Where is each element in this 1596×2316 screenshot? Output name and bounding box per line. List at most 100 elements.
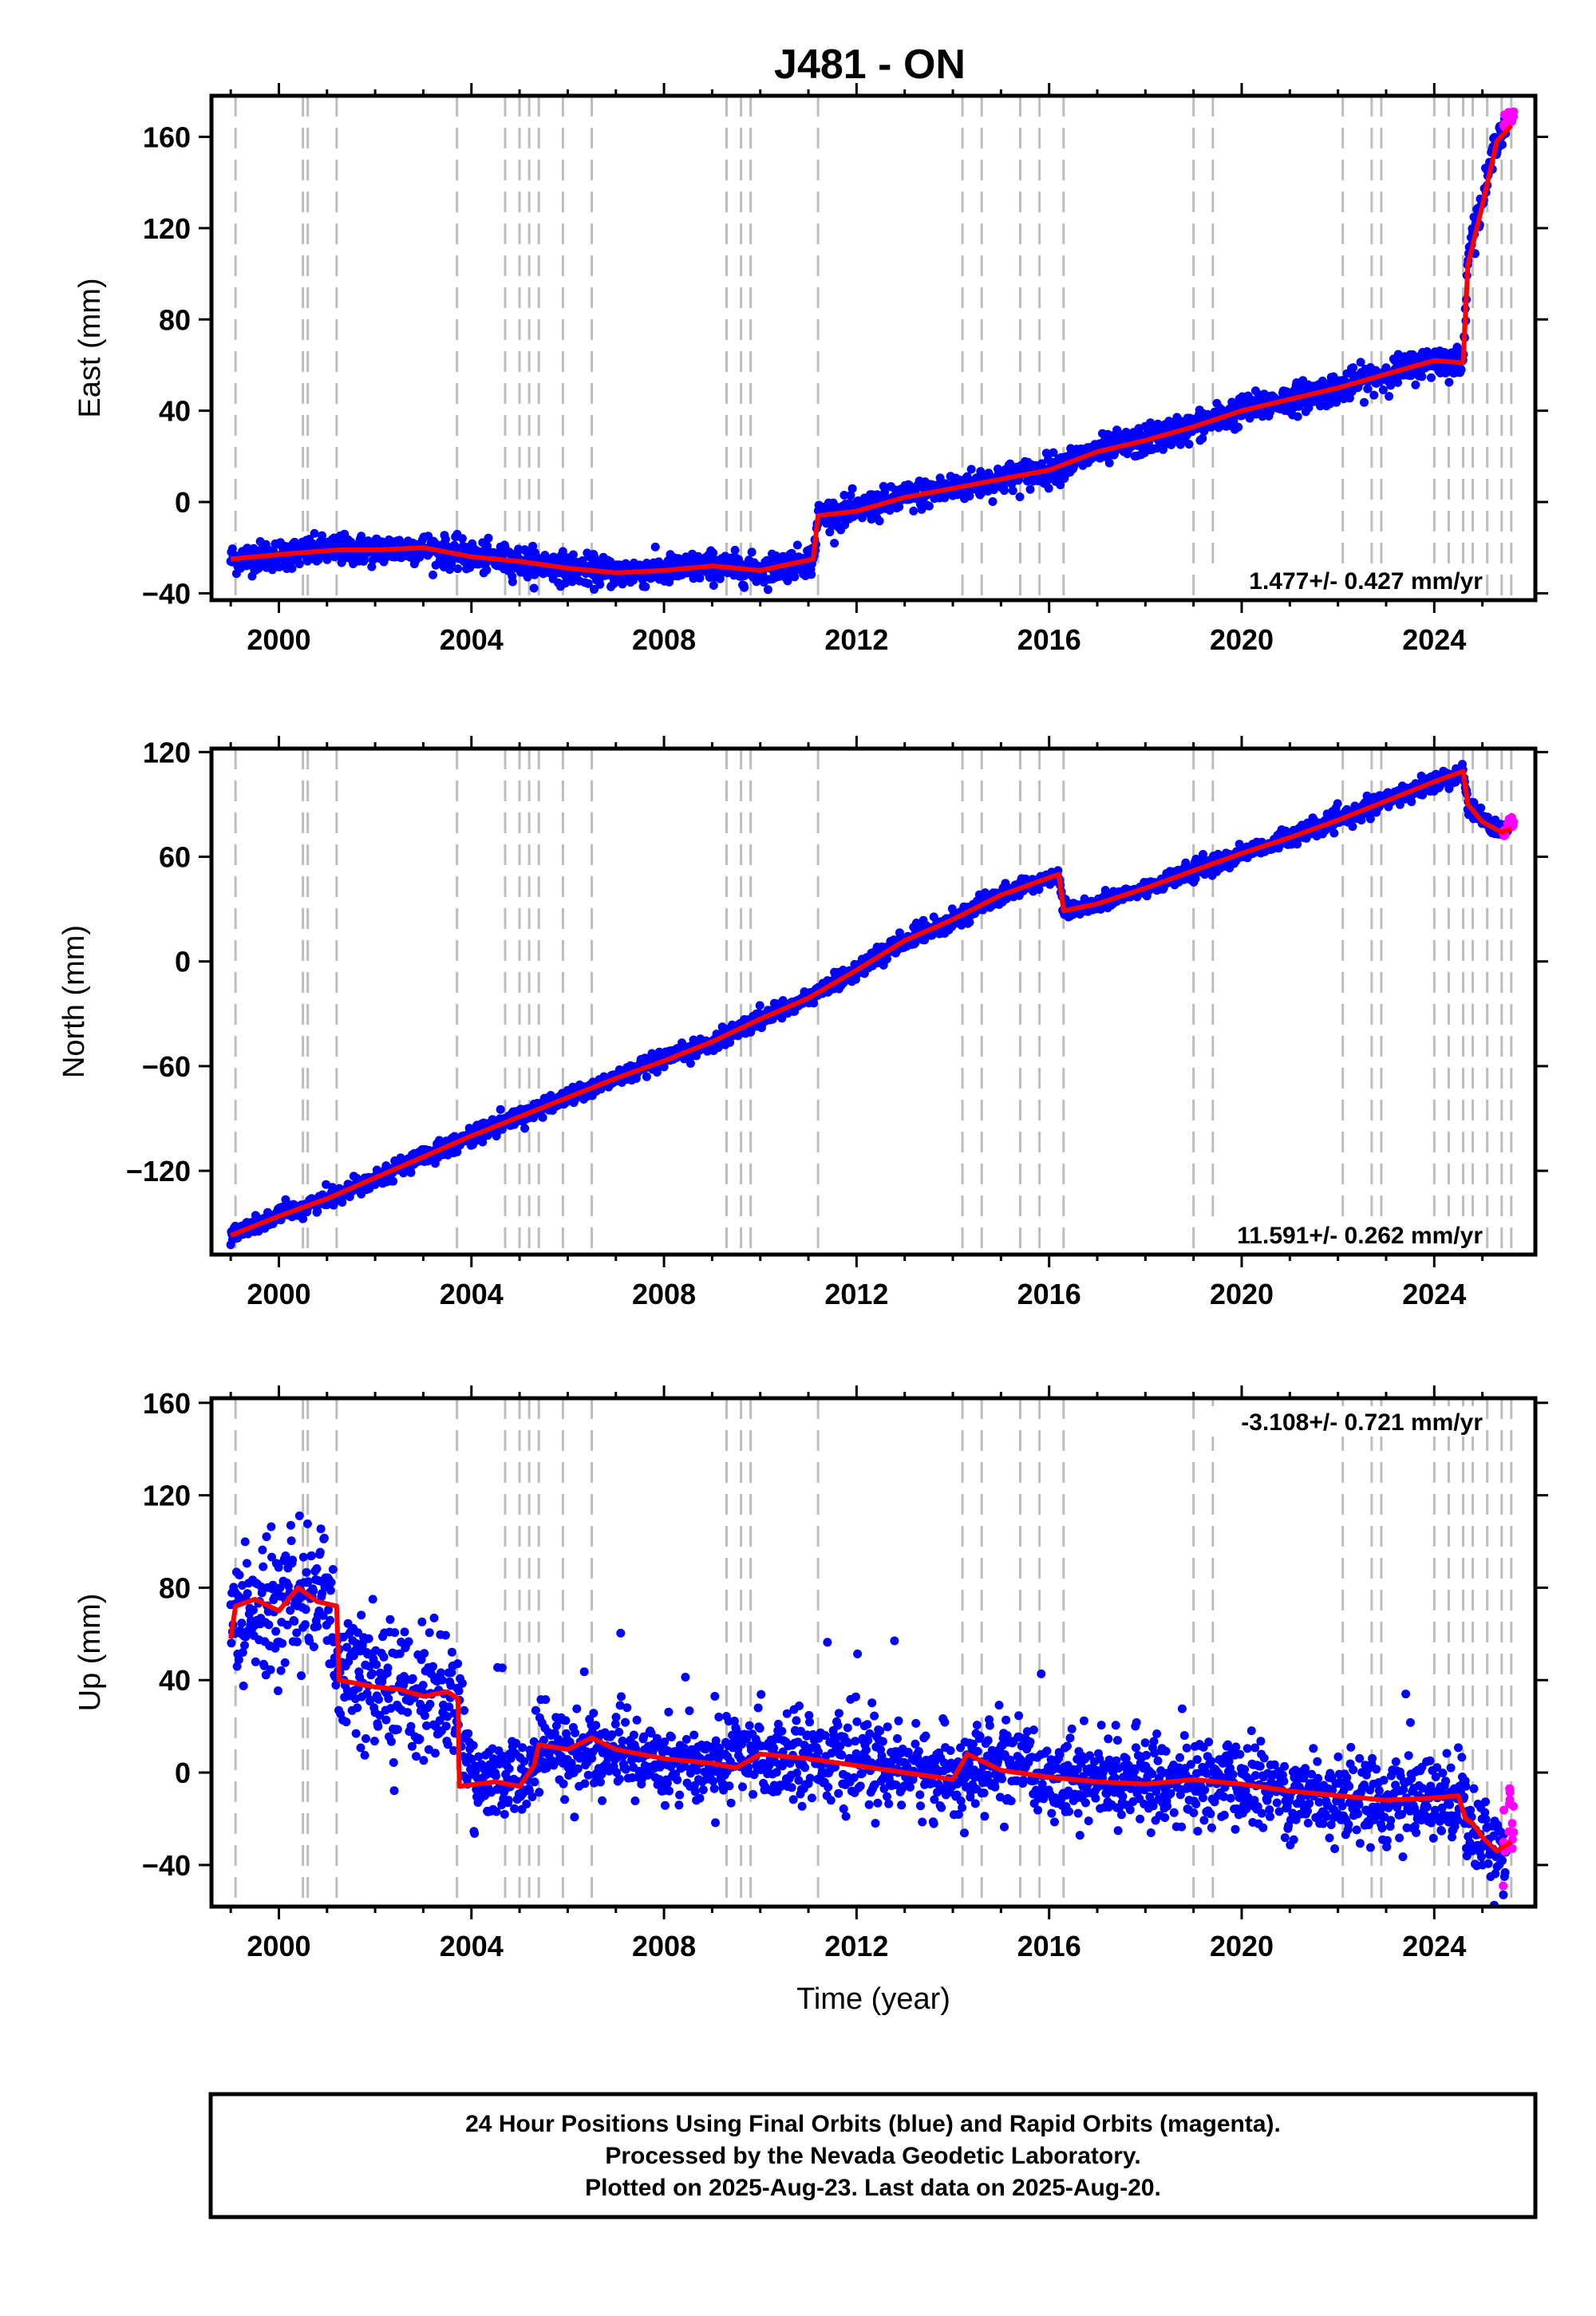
final-orbit-point xyxy=(1363,384,1373,393)
final-orbit-point xyxy=(384,1694,393,1703)
final-orbit-point xyxy=(755,1001,764,1010)
x-tick-label: 2004 xyxy=(440,623,504,656)
final-orbit-point xyxy=(895,502,904,512)
final-orbit-point xyxy=(1378,385,1388,394)
final-orbit-point xyxy=(235,1571,244,1579)
final-orbit-point xyxy=(1348,822,1357,832)
final-orbit-point xyxy=(316,1524,326,1534)
final-orbit-point xyxy=(1381,363,1391,373)
model-line xyxy=(230,124,1514,575)
final-orbit-point xyxy=(685,1059,695,1068)
y-tick-label: −60 xyxy=(142,1050,191,1083)
final-orbit-point xyxy=(292,1637,302,1646)
final-orbit-points xyxy=(226,114,1511,595)
final-orbit-point xyxy=(258,1545,267,1555)
final-orbit-point xyxy=(966,464,976,474)
final-orbit-point xyxy=(271,1626,281,1636)
final-orbit-point xyxy=(457,534,467,543)
final-orbit-point xyxy=(302,1567,311,1577)
final-orbit-point xyxy=(1044,484,1053,493)
final-orbit-point xyxy=(1345,393,1354,403)
final-orbit-points xyxy=(226,760,1513,1250)
final-orbit-point xyxy=(695,573,705,583)
final-orbit-point xyxy=(538,1113,547,1122)
final-orbit-point xyxy=(529,583,539,593)
final-orbit-point xyxy=(846,491,855,500)
final-orbit-point xyxy=(1167,440,1176,449)
final-orbit-point xyxy=(807,570,816,579)
rate-label-bg xyxy=(1197,565,1484,595)
final-orbit-point xyxy=(1049,448,1058,457)
plot-area xyxy=(226,749,1519,1255)
final-orbit-point xyxy=(453,564,463,574)
final-orbit-point xyxy=(909,506,918,516)
final-orbit-point xyxy=(353,1703,362,1713)
final-orbit-point xyxy=(237,1618,247,1628)
final-orbit-point xyxy=(650,542,660,551)
final-orbit-point xyxy=(1456,365,1466,374)
final-orbit-point xyxy=(1427,373,1436,382)
final-orbit-point xyxy=(482,565,492,575)
final-orbit-point xyxy=(1008,486,1017,496)
final-orbit-point xyxy=(590,585,598,594)
final-orbit-point xyxy=(830,539,839,548)
y-tick-label: −40 xyxy=(142,577,191,610)
plot-area xyxy=(226,1398,1519,1907)
final-orbit-point xyxy=(747,547,757,557)
y-tick-label: 120 xyxy=(143,736,191,769)
final-orbit-point xyxy=(379,1652,389,1662)
final-orbit-point xyxy=(373,1721,383,1731)
final-orbit-point xyxy=(286,1536,296,1546)
final-orbit-point xyxy=(568,550,578,559)
y-tick-label: 80 xyxy=(159,303,191,336)
final-orbit-point xyxy=(1329,828,1339,838)
final-orbit-point xyxy=(326,1586,335,1595)
final-orbit-point xyxy=(1360,397,1369,407)
final-orbit-point xyxy=(847,484,857,493)
up-panel: 2000 2004 2008 2012 2016 2020 2024−40040801201… xyxy=(73,1385,1548,2016)
x-tick-label: 2016 xyxy=(1017,1278,1081,1310)
final-orbit-point xyxy=(988,497,998,506)
x-tick-label: 2000 xyxy=(247,623,310,656)
final-orbit-point xyxy=(496,1105,505,1114)
final-orbit-point xyxy=(406,1168,416,1177)
final-orbit-point xyxy=(242,1559,251,1568)
final-orbit-point xyxy=(924,501,934,511)
final-orbit-point xyxy=(251,1657,260,1666)
final-orbit-point xyxy=(276,1666,286,1675)
final-orbit-point xyxy=(301,1620,310,1629)
final-orbit-point xyxy=(763,585,772,595)
final-orbit-point xyxy=(240,1641,249,1650)
final-orbit-point xyxy=(523,572,532,582)
final-orbit-point xyxy=(528,541,538,551)
x-tick-label: 2000 xyxy=(247,1278,310,1310)
y-axis-label: East (mm) xyxy=(73,278,107,417)
final-orbit-point xyxy=(288,1555,298,1565)
final-orbit-point xyxy=(1025,484,1035,494)
final-orbit-point xyxy=(1476,803,1486,812)
final-orbit-point xyxy=(520,1124,530,1133)
final-orbit-point xyxy=(1498,140,1507,149)
final-orbit-point xyxy=(709,548,718,558)
final-orbit-point xyxy=(298,1552,308,1562)
final-orbit-point xyxy=(452,1147,462,1156)
final-orbit-point xyxy=(1304,403,1314,413)
final-orbit-point xyxy=(328,1565,338,1574)
final-orbit-point xyxy=(368,1669,377,1678)
final-orbit-point xyxy=(740,583,749,592)
final-orbit-point xyxy=(357,1611,366,1620)
final-orbit-point xyxy=(1198,433,1207,443)
final-orbit-point xyxy=(294,559,304,569)
y-tick-label: 40 xyxy=(159,395,191,428)
final-orbit-point xyxy=(445,565,454,575)
final-orbit-point xyxy=(965,918,974,927)
final-orbit-point xyxy=(243,1589,252,1599)
y-tick-label: −120 xyxy=(126,1155,191,1188)
final-orbit-point xyxy=(440,535,450,544)
final-orbit-point xyxy=(1333,799,1342,808)
final-orbit-points xyxy=(226,1511,1511,1907)
final-orbit-point xyxy=(1015,492,1025,502)
x-tick-label: 2016 xyxy=(1017,623,1081,656)
final-orbit-point xyxy=(326,1615,335,1625)
